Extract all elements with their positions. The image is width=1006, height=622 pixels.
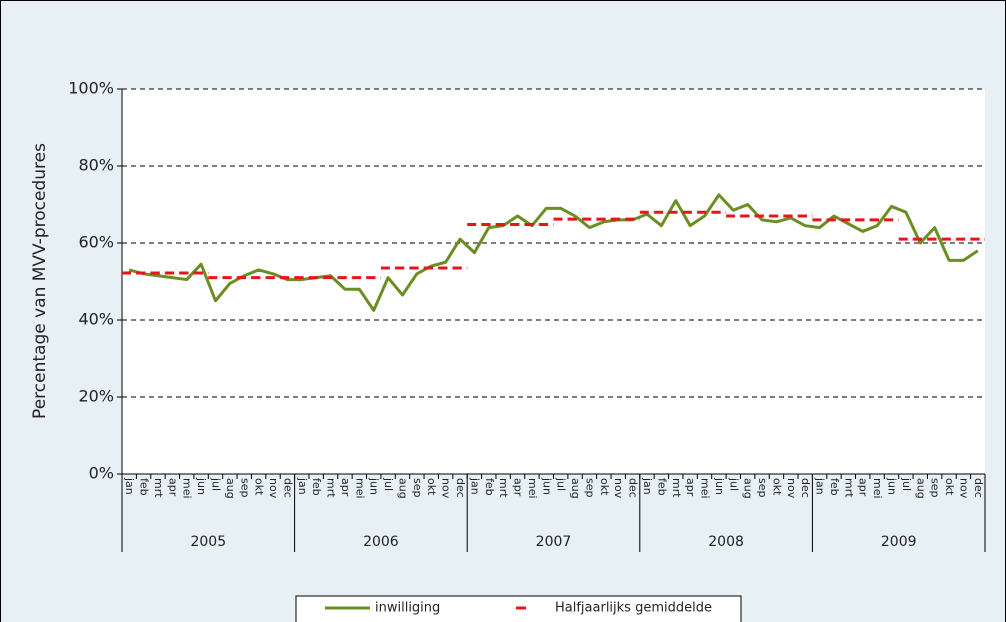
x-tick-label: dec	[627, 478, 640, 498]
plot-area	[122, 89, 985, 474]
x-tick-label: nov	[440, 478, 453, 499]
legend-label: inwilliging	[375, 601, 440, 616]
x-tick-label: jan	[814, 477, 827, 495]
x-tick-label: apr	[684, 478, 697, 497]
group-label: 2006	[363, 534, 399, 550]
x-tick-label: dec	[281, 478, 294, 498]
x-tick-label: okt	[253, 478, 266, 496]
x-tick-label: aug	[742, 478, 755, 499]
x-tick-label: jun	[195, 477, 208, 495]
x-tick-label: dec	[799, 478, 812, 498]
x-tick-label: mrt	[152, 478, 165, 498]
x-tick-label: mrt	[842, 478, 855, 498]
data-line	[128, 193, 979, 312]
y-tick-label: 60%	[78, 233, 114, 252]
x-tick-label: feb	[138, 478, 151, 496]
group-label: 2009	[881, 534, 917, 550]
x-tick-label: jun	[886, 477, 899, 495]
x-tick-label: jan	[641, 477, 654, 495]
x-tick-label: okt	[943, 478, 956, 496]
x-tick-label: jun	[540, 477, 553, 495]
x-tick-label: jun	[368, 477, 381, 495]
y-tick-label: 0%	[89, 464, 114, 483]
x-tick-label: okt	[425, 478, 438, 496]
x-tick-label: sep	[756, 478, 769, 497]
x-tick-label: jul	[727, 477, 740, 491]
x-tick-label: mrt	[670, 478, 683, 498]
y-tick-label: 40%	[78, 310, 114, 329]
x-tick-label: mrt	[325, 478, 338, 498]
x-tick-label: apr	[339, 478, 352, 497]
x-tick-label: jan	[296, 477, 309, 495]
x-tick-label: feb	[828, 478, 841, 496]
y-axis-label: Percentage van MVV-procedures	[30, 143, 50, 419]
x-tick-label: jul	[900, 477, 913, 491]
x-tick-label: jul	[382, 477, 395, 491]
x-tick-label: jul	[555, 477, 568, 491]
x-tick-label: okt	[770, 478, 783, 496]
x-tick-label: dec	[972, 478, 985, 498]
x-tick-label: apr	[166, 478, 179, 497]
x-tick-label: nov	[957, 478, 970, 499]
x-tick-label: aug	[224, 478, 237, 499]
x-tick-label: aug	[396, 478, 409, 499]
x-tick-label: jun	[713, 477, 726, 495]
x-tick-label: mei	[526, 478, 539, 499]
x-tick-label: aug	[914, 478, 927, 499]
x-tick-label: aug	[569, 478, 582, 499]
x-tick-label: jul	[209, 477, 222, 491]
x-tick-label: sep	[411, 478, 424, 497]
x-tick-label: okt	[598, 478, 611, 496]
y-tick-label: 100%	[68, 79, 114, 98]
group-label: 2008	[708, 534, 744, 550]
x-tick-label: nov	[267, 478, 280, 499]
x-tick-label: mei	[181, 478, 194, 499]
x-tick-label: mei	[871, 478, 884, 499]
x-tick-label: jan	[123, 477, 136, 495]
x-tick-label: apr	[512, 478, 525, 497]
x-tick-label: mei	[353, 478, 366, 499]
x-tick-label: mrt	[497, 478, 510, 498]
x-tick-label: sep	[929, 478, 942, 497]
x-tick-label: nov	[785, 478, 798, 499]
x-tick-label: apr	[857, 478, 870, 497]
group-label: 2005	[190, 534, 226, 550]
x-tick-label: feb	[310, 478, 323, 496]
x-tick-label: feb	[483, 478, 496, 496]
x-tick-label: sep	[583, 478, 596, 497]
x-tick-label: feb	[655, 478, 668, 496]
x-tick-label: dec	[454, 478, 467, 498]
group-label: 2007	[536, 534, 572, 550]
x-tick-label: mei	[699, 478, 712, 499]
legend-label: Halfjaarlijks gemiddelde	[555, 601, 712, 616]
y-tick-label: 80%	[78, 156, 114, 175]
x-tick-label: jan	[468, 477, 481, 495]
x-tick-label: nov	[612, 478, 625, 499]
y-tick-label: 20%	[78, 387, 114, 406]
x-tick-label: sep	[238, 478, 251, 497]
